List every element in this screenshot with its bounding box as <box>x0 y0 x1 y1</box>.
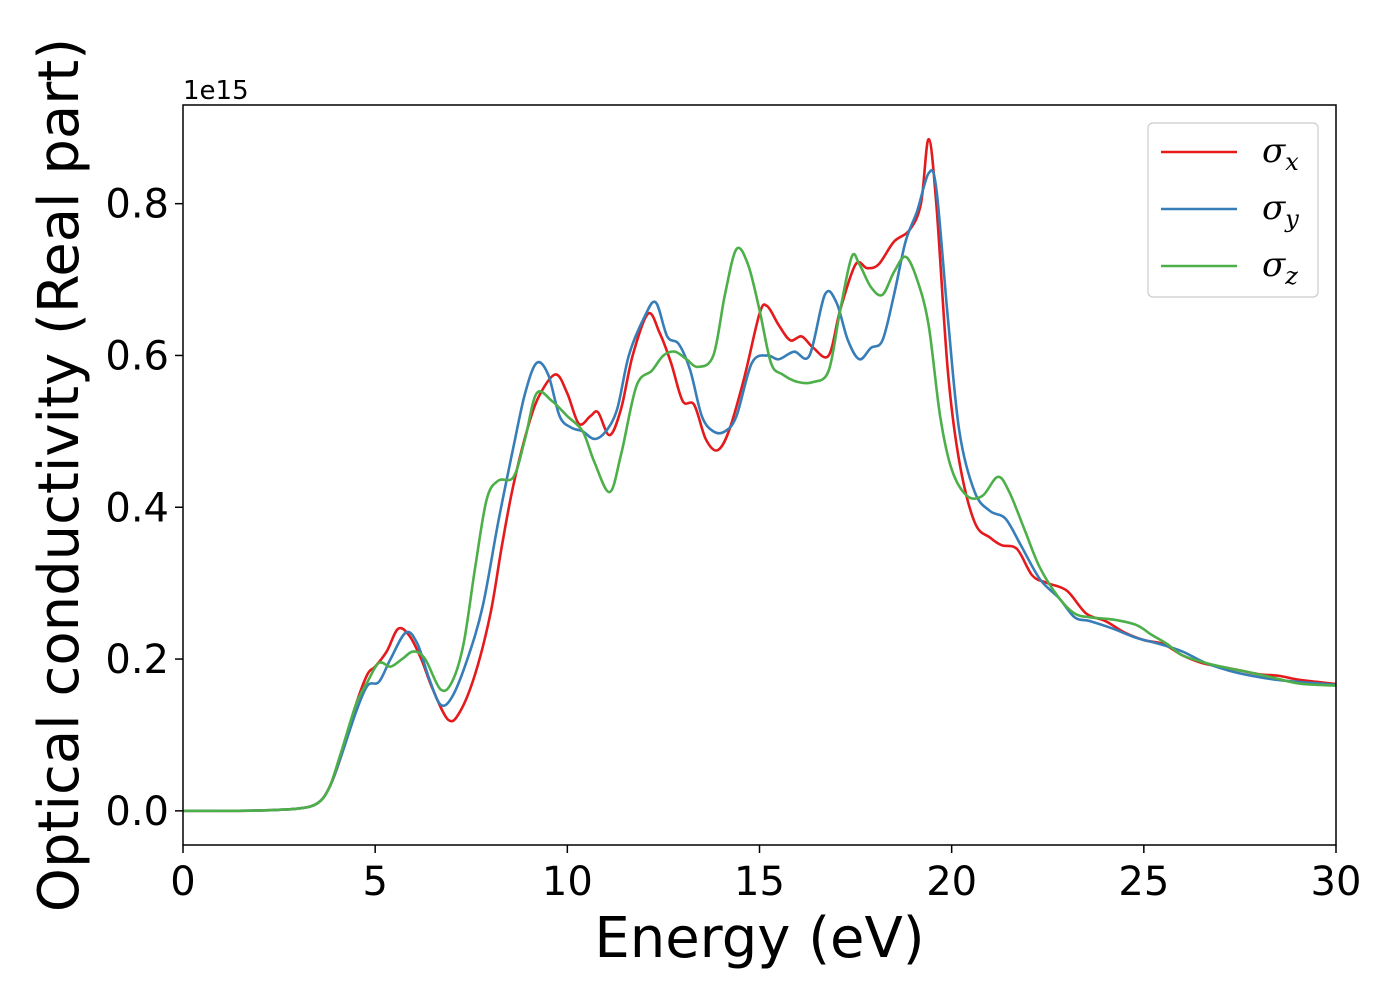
legend-label-x: σx <box>1262 131 1299 176</box>
y-offset-label: 1e15 <box>183 76 249 106</box>
x-tick-label: 10 <box>542 859 593 905</box>
series-line-z <box>183 246 1336 813</box>
legend-label-y: σy <box>1262 188 1299 233</box>
y-tick-label: 0.0 <box>105 789 169 835</box>
y-axis-label: Optical conductivity (Real part) <box>27 38 92 912</box>
x-tick-label: 20 <box>926 859 977 905</box>
x-axis-label: Energy (eV) <box>594 906 924 971</box>
x-tick-label: 25 <box>1118 859 1169 905</box>
x-tick-label: 30 <box>1311 859 1362 905</box>
series-layer <box>183 137 1336 813</box>
x-tick-label: 0 <box>170 859 195 905</box>
legend-label-z: σz <box>1262 245 1298 290</box>
y-tick-label: 0.8 <box>105 182 169 228</box>
y-tick-label: 0.2 <box>105 637 169 683</box>
y-tick-label: 0.4 <box>105 485 169 531</box>
y-tick-label: 0.6 <box>105 333 169 379</box>
x-tick-label: 15 <box>734 859 785 905</box>
x-tick-label: 5 <box>362 859 387 905</box>
x-axis-ticks: 0 5 10 15 20 25 30 <box>170 845 1361 905</box>
y-axis-ticks: 0.0 0.2 0.4 0.6 0.8 <box>105 182 183 835</box>
legend: σx σy σz <box>1147 122 1319 298</box>
